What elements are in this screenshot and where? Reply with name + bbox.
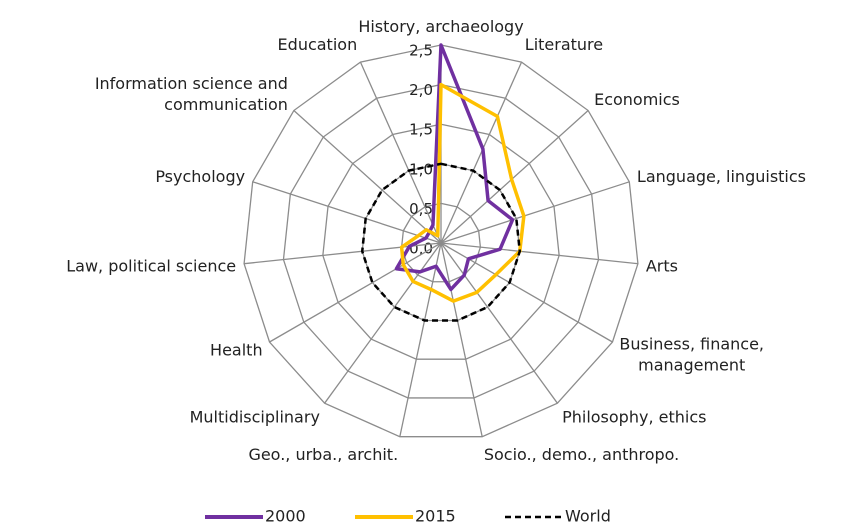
category-label: Law, political science [66,255,237,275]
category-label: Literature [524,34,604,54]
category-label: Economics [594,90,680,110]
series-line [399,82,526,303]
category-label: Socio., demo., anthropo. [483,445,680,465]
spoke [440,61,523,244]
category-label: Information science and communication [94,73,288,114]
series-line [360,162,522,322]
spoke [440,242,483,437]
category-label: Multidisciplinary [189,406,320,426]
spoke [252,181,442,244]
legend-label: 2015 [415,507,456,526]
category-label: Business, finance, management [619,334,765,375]
y-tick-label: 2,5 [409,42,433,60]
grid-ring [400,202,482,283]
spoke [293,110,442,244]
grid-ring [243,44,639,438]
spoke [269,242,442,343]
y-tick-label: 0,5 [409,200,433,218]
spoke [359,61,442,244]
series-line [394,43,515,292]
category-label: Health [210,340,263,360]
grid-ring [322,123,560,360]
spoke [399,242,442,437]
category-label: Arts [645,255,678,275]
legend-label: 2000 [265,507,306,526]
spoke [440,181,630,244]
category-label: Education [277,34,358,54]
category-label: Psychology [155,167,246,187]
spoke [440,110,589,244]
y-tick-label: 1,5 [409,121,433,139]
category-label: Geo., urba., archit. [248,445,399,465]
grid-ring [282,83,600,399]
legend-label: World [565,507,611,526]
y-tick-label: 2,0 [409,81,433,99]
category-label: Philosophy, ethics [562,406,707,426]
category-label: History, archaeology [358,17,524,36]
spoke [440,242,638,265]
spoke [440,242,558,404]
category-label: Language, linguistics [636,167,806,187]
